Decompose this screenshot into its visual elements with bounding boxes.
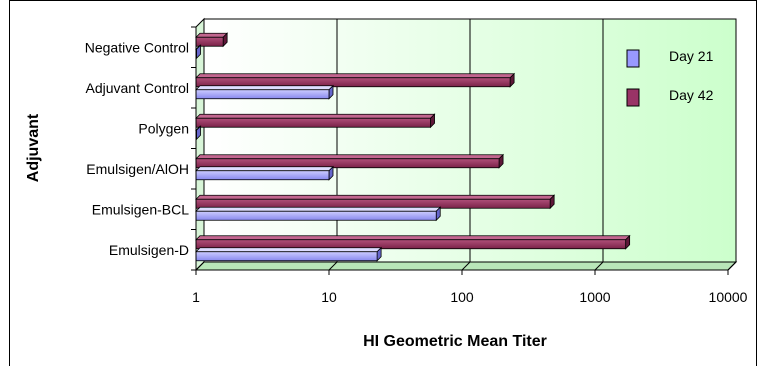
axes	[191, 26, 737, 275]
bar-day-21-1	[195, 84, 334, 100]
floor-gridline-1000	[594, 261, 604, 271]
y-category-label: Adjuvant Control	[85, 80, 189, 96]
x-tick-label: 10	[321, 289, 337, 305]
bar-front-face	[195, 170, 330, 181]
bar-day-21-5	[195, 246, 383, 262]
bar-day-42-4	[195, 194, 556, 210]
bars	[195, 32, 631, 262]
legend-label: Day 21	[669, 48, 714, 64]
y-axis-title: Adjuvant	[25, 113, 42, 182]
y-category-label: Polygen	[138, 120, 189, 136]
bar-top-face	[195, 235, 631, 241]
bar-top-face	[195, 166, 334, 172]
bar-day-42-0	[195, 32, 229, 48]
floor-gridline-10	[328, 261, 338, 271]
y-category-label: Emulsigen-BCL	[92, 201, 189, 217]
y-category-label: Emulsigen/AlOH	[86, 161, 189, 177]
bar-front-face	[195, 210, 437, 221]
bar-day-21-4	[195, 206, 442, 222]
plot-area	[194, 17, 738, 272]
bar-top-face	[195, 73, 516, 79]
bar-day-42-5	[195, 234, 631, 250]
x-tick-label: 10000	[709, 289, 748, 305]
floor-gridline-100	[461, 261, 471, 271]
floor-gridline-1	[195, 261, 205, 271]
bar-top-face	[195, 32, 229, 38]
bar-day-21-3	[195, 165, 334, 181]
bar-front-face	[195, 89, 330, 100]
y-category-label: Negative Control	[85, 39, 189, 55]
legend-label: Day 42	[669, 87, 714, 103]
bar-top-face	[195, 113, 436, 119]
gridlines	[195, 19, 737, 271]
bar-top-face	[195, 247, 383, 253]
bar-top-face	[195, 206, 442, 212]
x-tick-labels: 1 10 100 1000 10000	[192, 289, 748, 305]
legend-swatch-day-21	[626, 49, 640, 68]
bar-top-face	[195, 154, 505, 160]
x-axis-depth	[727, 261, 737, 271]
bar-top-face	[195, 194, 556, 200]
y-category-label: Emulsigen-D	[109, 242, 189, 258]
legend: Day 21 Day 42	[626, 48, 714, 107]
chart-frame	[9, 0, 757, 366]
bar-front-face	[195, 117, 431, 128]
x-tick-label: 1000	[579, 289, 610, 305]
bar-front-face	[195, 251, 378, 262]
bar-day-42-2	[195, 113, 436, 129]
y-category-labels: Negative Control Adjuvant Control Polygen E…	[85, 39, 189, 258]
x-tick-label: 100	[450, 289, 474, 305]
bar-top-face	[195, 85, 334, 91]
legend-swatch-face	[626, 49, 640, 68]
legend-swatch-day-42	[626, 88, 640, 107]
x-tick-label: 1	[192, 289, 200, 305]
legend-swatch-face	[626, 88, 640, 107]
bar-day-42-3	[195, 153, 505, 169]
x-axis-title: HI Geometric Mean Titer	[363, 333, 547, 350]
bar-day-42-1	[195, 72, 516, 88]
